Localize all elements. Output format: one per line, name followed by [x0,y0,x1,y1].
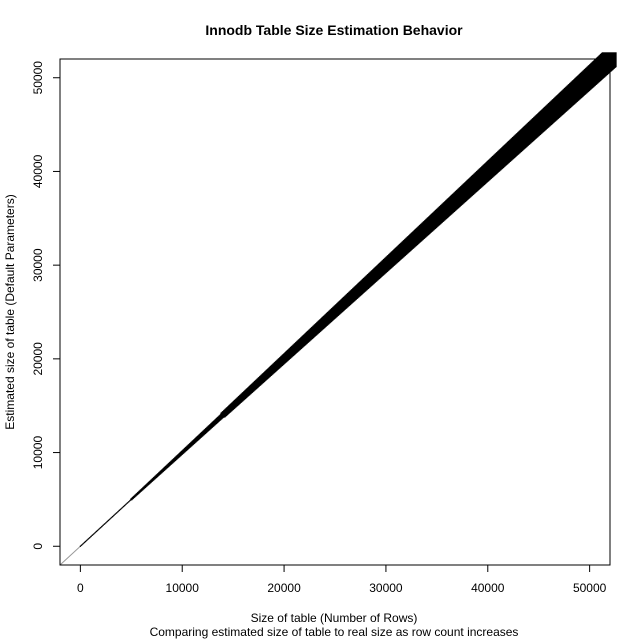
data-point [93,533,95,535]
data-point [124,504,126,506]
data-point [128,501,130,503]
data-point [102,524,104,526]
data-point [89,537,91,539]
data-point [106,520,109,522]
x-tick-label: 10000 [166,581,200,595]
y-axis: 0 10000 20000 30000 40000 50000 [31,61,60,550]
data-point [108,519,110,521]
data-point [79,545,81,547]
data-point [97,529,99,531]
data-point [95,531,97,533]
data-point [117,510,120,512]
x-axis: 0 10000 20000 30000 40000 50000 [77,565,607,595]
x-tick-label: 20000 [267,581,301,595]
x-tick-label: 30000 [369,581,403,595]
y-tick-label: 40000 [31,154,45,188]
data-point [92,533,94,536]
plot-frame [59,58,611,566]
data-point [117,511,119,513]
data-point [116,512,118,514]
data-points-layer [79,52,617,547]
data-point [86,539,88,541]
x-tick-label: 40000 [471,581,505,595]
y-tick-label: 50000 [31,61,45,95]
y-axis-label: Estimated size of table (Default Paramet… [3,194,17,429]
data-point [110,517,112,519]
data-point [80,544,82,547]
y-tick-label: 10000 [31,436,45,470]
data-point [121,507,123,509]
y-tick-label: 20000 [31,342,45,376]
data-point [88,537,90,540]
data-point [120,508,122,510]
data-point [126,502,128,504]
data-point [109,518,111,520]
y-tick-label: 0 [31,543,45,550]
data-point [123,505,125,508]
data-point [601,52,617,68]
data-point [85,540,87,542]
data-point [83,542,85,544]
data-point [82,543,84,545]
data-point [89,536,92,538]
data-point [96,530,98,532]
data-point [114,513,116,515]
data-point [115,512,117,515]
x-tick-label: 50000 [573,581,607,595]
data-point [104,523,106,525]
data-point [90,535,93,537]
x-tick-label: 0 [77,581,84,595]
data-point [84,541,86,543]
data-point [122,506,124,508]
data-point [95,530,98,533]
data-point [105,522,107,524]
data-point [107,519,109,522]
data-point [91,534,93,536]
data-point [100,526,102,529]
data-point [94,532,96,534]
data-point [119,508,121,511]
data-point [128,500,131,502]
data-point [111,516,113,518]
data-point [123,505,126,507]
data-point [125,503,127,505]
data-point [112,515,115,517]
data-point [101,525,104,527]
data-point [118,509,121,511]
data-point [112,515,114,518]
chart-title: Innodb Table Size Estimation Behavior [205,22,463,38]
data-point [84,540,87,543]
data-point [99,527,101,529]
y-tick-label: 30000 [31,248,45,282]
data-point [113,514,115,516]
x-axis-label: Size of table (Number of Rows) [251,611,418,625]
data-point [98,528,100,530]
data-point [106,521,108,523]
chart-subtitle: Comparing estimated size of table to rea… [150,625,519,639]
data-point [81,544,83,546]
data-point [100,526,103,528]
data-point [87,538,89,540]
data-point [103,523,105,525]
data-point [127,501,129,504]
